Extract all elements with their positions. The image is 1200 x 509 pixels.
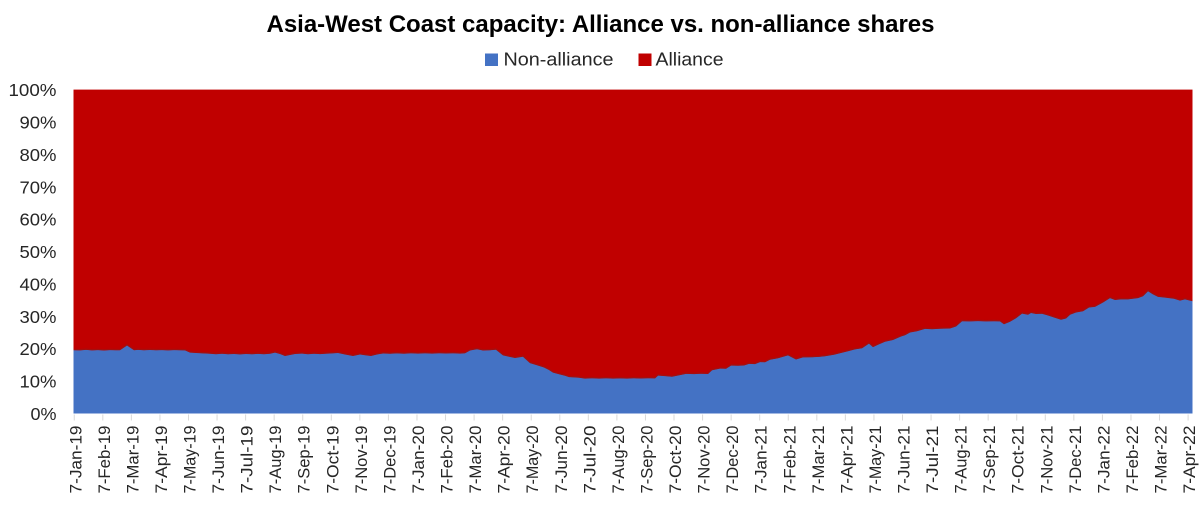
svg-text:7-Mar-21: 7-Mar-21 <box>810 426 828 494</box>
svg-text:7-Oct-20: 7-Oct-20 <box>667 426 685 494</box>
svg-text:100%: 100% <box>9 80 57 100</box>
svg-text:80%: 80% <box>20 145 57 165</box>
svg-text:7-Jan-21: 7-Jan-21 <box>753 426 771 494</box>
svg-text:7-May-20: 7-May-20 <box>524 426 542 494</box>
svg-text:40%: 40% <box>20 274 57 294</box>
svg-text:7-Sep-19: 7-Sep-19 <box>296 426 314 494</box>
svg-text:7-Jul-19: 7-Jul-19 <box>239 426 257 494</box>
svg-text:30%: 30% <box>20 307 57 327</box>
svg-text:Alliance: Alliance <box>656 50 724 70</box>
svg-text:7-Jan-20: 7-Jan-20 <box>410 426 428 494</box>
svg-text:7-Nov-19: 7-Nov-19 <box>353 426 371 494</box>
svg-text:7-Nov-21: 7-Nov-21 <box>1038 426 1056 494</box>
svg-text:7-Mar-20: 7-Mar-20 <box>467 426 485 494</box>
svg-text:7-Mar-22: 7-Mar-22 <box>1153 426 1171 494</box>
svg-text:0%: 0% <box>31 404 57 424</box>
svg-text:10%: 10% <box>20 372 57 392</box>
svg-text:7-Jul-20: 7-Jul-20 <box>581 426 599 494</box>
svg-text:7-Jun-21: 7-Jun-21 <box>895 426 913 494</box>
svg-text:Non-alliance: Non-alliance <box>504 50 614 70</box>
svg-text:7-Jan-22: 7-Jan-22 <box>1095 426 1113 494</box>
svg-text:7-Feb-20: 7-Feb-20 <box>439 426 457 494</box>
svg-text:7-Dec-19: 7-Dec-19 <box>381 426 399 494</box>
svg-text:7-May-19: 7-May-19 <box>181 426 199 494</box>
svg-text:7-Apr-22: 7-Apr-22 <box>1181 426 1199 494</box>
svg-text:7-Dec-20: 7-Dec-20 <box>724 426 742 494</box>
svg-text:50%: 50% <box>20 242 57 262</box>
svg-text:90%: 90% <box>20 113 57 133</box>
svg-text:7-May-21: 7-May-21 <box>867 426 885 494</box>
svg-text:7-Jun-20: 7-Jun-20 <box>553 426 571 494</box>
svg-text:60%: 60% <box>20 210 57 230</box>
svg-text:7-Nov-20: 7-Nov-20 <box>696 426 714 494</box>
svg-text:70%: 70% <box>20 177 57 197</box>
svg-text:7-Apr-19: 7-Apr-19 <box>153 426 171 494</box>
svg-text:7-Feb-21: 7-Feb-21 <box>781 426 799 494</box>
svg-text:7-Jan-19: 7-Jan-19 <box>67 426 85 494</box>
svg-text:Asia-West Coast capacity: Alli: Asia-West Coast capacity: Alliance vs. n… <box>267 11 935 38</box>
svg-text:7-Sep-20: 7-Sep-20 <box>638 426 656 494</box>
svg-text:7-Apr-20: 7-Apr-20 <box>496 426 514 494</box>
svg-text:7-Oct-21: 7-Oct-21 <box>1010 426 1028 494</box>
svg-text:7-Jul-21: 7-Jul-21 <box>924 426 942 494</box>
svg-text:7-Aug-20: 7-Aug-20 <box>610 426 628 494</box>
svg-text:20%: 20% <box>20 339 57 359</box>
svg-text:7-Aug-19: 7-Aug-19 <box>267 426 285 494</box>
svg-text:7-Apr-21: 7-Apr-21 <box>838 426 856 494</box>
svg-text:7-Feb-22: 7-Feb-22 <box>1124 426 1142 494</box>
svg-text:7-Jun-19: 7-Jun-19 <box>210 426 228 494</box>
svg-text:7-Aug-21: 7-Aug-21 <box>953 426 971 494</box>
svg-text:7-Mar-19: 7-Mar-19 <box>124 426 142 494</box>
svg-text:7-Sep-21: 7-Sep-21 <box>981 426 999 494</box>
svg-text:7-Dec-21: 7-Dec-21 <box>1067 426 1085 494</box>
svg-text:7-Oct-19: 7-Oct-19 <box>324 426 342 494</box>
svg-text:7-Feb-19: 7-Feb-19 <box>96 426 114 494</box>
